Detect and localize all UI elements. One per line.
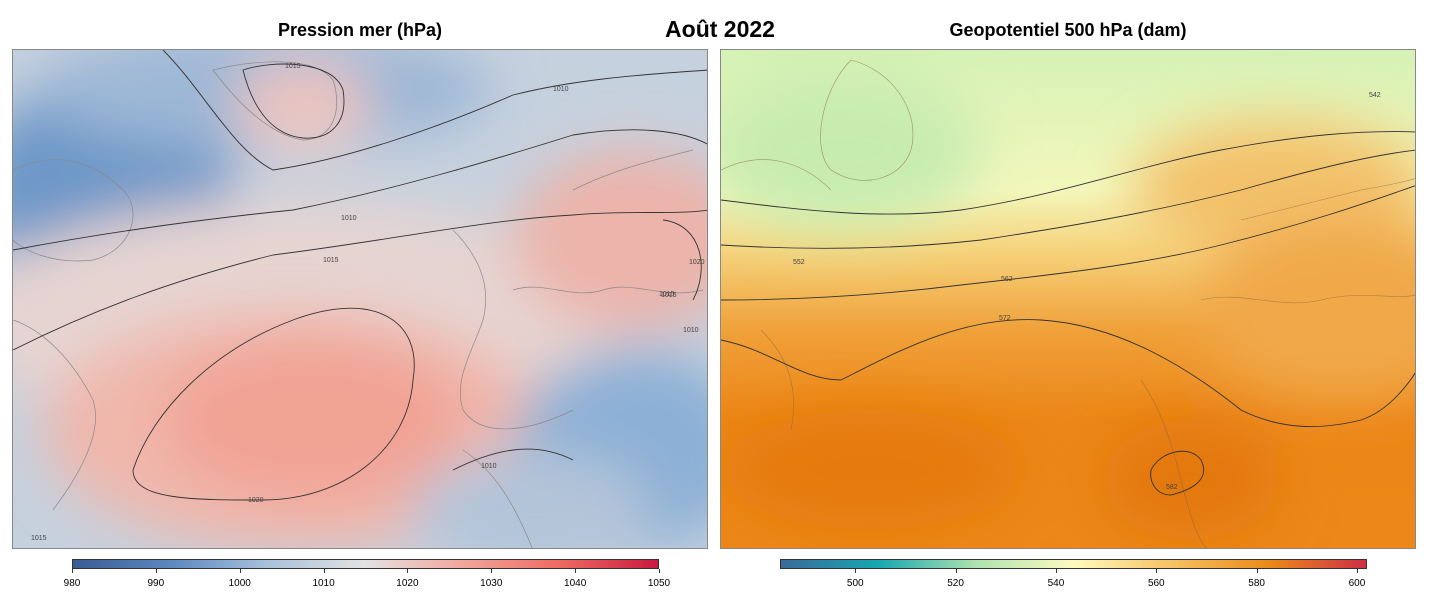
colorbar-tick-label: 600 bbox=[1348, 578, 1366, 589]
isobars bbox=[13, 50, 707, 501]
colorbar-tick bbox=[155, 569, 157, 573]
contour-label: 542 bbox=[1369, 92, 1381, 99]
pressure-colorbar bbox=[72, 559, 659, 569]
sea-level-pressure-map: 1015 1010 1010 1015 1020 1015 1015 1010 … bbox=[12, 49, 708, 549]
contour-label: 552 bbox=[793, 259, 805, 266]
sea-level-pressure-title: Pression mer (hPa) bbox=[277, 20, 443, 40]
geopotential-500-title: Geopotentiel 500 hPa (dam) bbox=[949, 20, 1187, 40]
geopotential-colorbar bbox=[780, 559, 1367, 569]
main-title: Août 2022 bbox=[665, 16, 775, 42]
contour-label: 572 bbox=[999, 315, 1011, 322]
isobar-label: 1010 bbox=[341, 215, 357, 222]
colorbar-tick bbox=[659, 569, 660, 573]
colorbar-tick bbox=[955, 569, 957, 573]
colorbar-tick bbox=[855, 569, 857, 573]
colorbar-tick-label: 1020 bbox=[396, 578, 419, 589]
colorbar-tick bbox=[491, 569, 493, 573]
colorbar-tick-label: 990 bbox=[147, 578, 165, 589]
colorbar-tick-label: 1030 bbox=[480, 578, 503, 589]
colorbar-tick-label: 580 bbox=[1248, 578, 1265, 589]
isobar-label: 1015 bbox=[659, 291, 675, 298]
isobar-label: 1010 bbox=[481, 463, 497, 470]
isobar-label: 1015 bbox=[285, 63, 301, 70]
isobar-label: 1020 bbox=[689, 259, 705, 266]
geopotential-500-map: 542 552 562 572 582 bbox=[720, 49, 1416, 549]
colorbar-tick bbox=[1356, 569, 1358, 573]
colorbar-tick-label: 540 bbox=[1047, 578, 1065, 589]
isobar-label: 1015 bbox=[31, 535, 47, 542]
colorbar-tick bbox=[575, 569, 577, 573]
geopotential-contours bbox=[721, 131, 1415, 496]
contour-label: 562 bbox=[1001, 276, 1013, 283]
colorbar-tick bbox=[239, 569, 241, 573]
colorbar-tick-label: 1010 bbox=[312, 578, 335, 589]
colorbar-tick bbox=[1055, 569, 1057, 573]
colorbar-tick-label: 1050 bbox=[647, 578, 671, 589]
coastlines bbox=[721, 59, 1415, 548]
contour-label: 582 bbox=[1166, 484, 1178, 491]
colorbar-tick bbox=[323, 569, 325, 573]
colorbar-tick bbox=[407, 569, 409, 573]
colorbar-tick bbox=[72, 569, 73, 573]
colorbar-tick-label: 500 bbox=[846, 578, 864, 589]
colorbar-tick-label: 1000 bbox=[228, 578, 251, 589]
colorbar-tick-label: 560 bbox=[1147, 578, 1165, 589]
coastlines bbox=[13, 61, 704, 548]
colorbar-tick bbox=[1256, 569, 1258, 573]
colorbar-tick-label: 520 bbox=[947, 578, 964, 589]
isobar-label: 1015 bbox=[661, 292, 677, 299]
isobar-label: 1020 bbox=[248, 497, 264, 504]
isobar-label: 1010 bbox=[553, 86, 569, 93]
colorbar-tick bbox=[1156, 569, 1158, 573]
isobar-label: 1010 bbox=[683, 327, 699, 334]
colorbar-tick-label: 980 bbox=[63, 578, 81, 589]
isobar-label: 1015 bbox=[323, 257, 339, 264]
colorbar-tick-label: 1040 bbox=[564, 578, 587, 589]
